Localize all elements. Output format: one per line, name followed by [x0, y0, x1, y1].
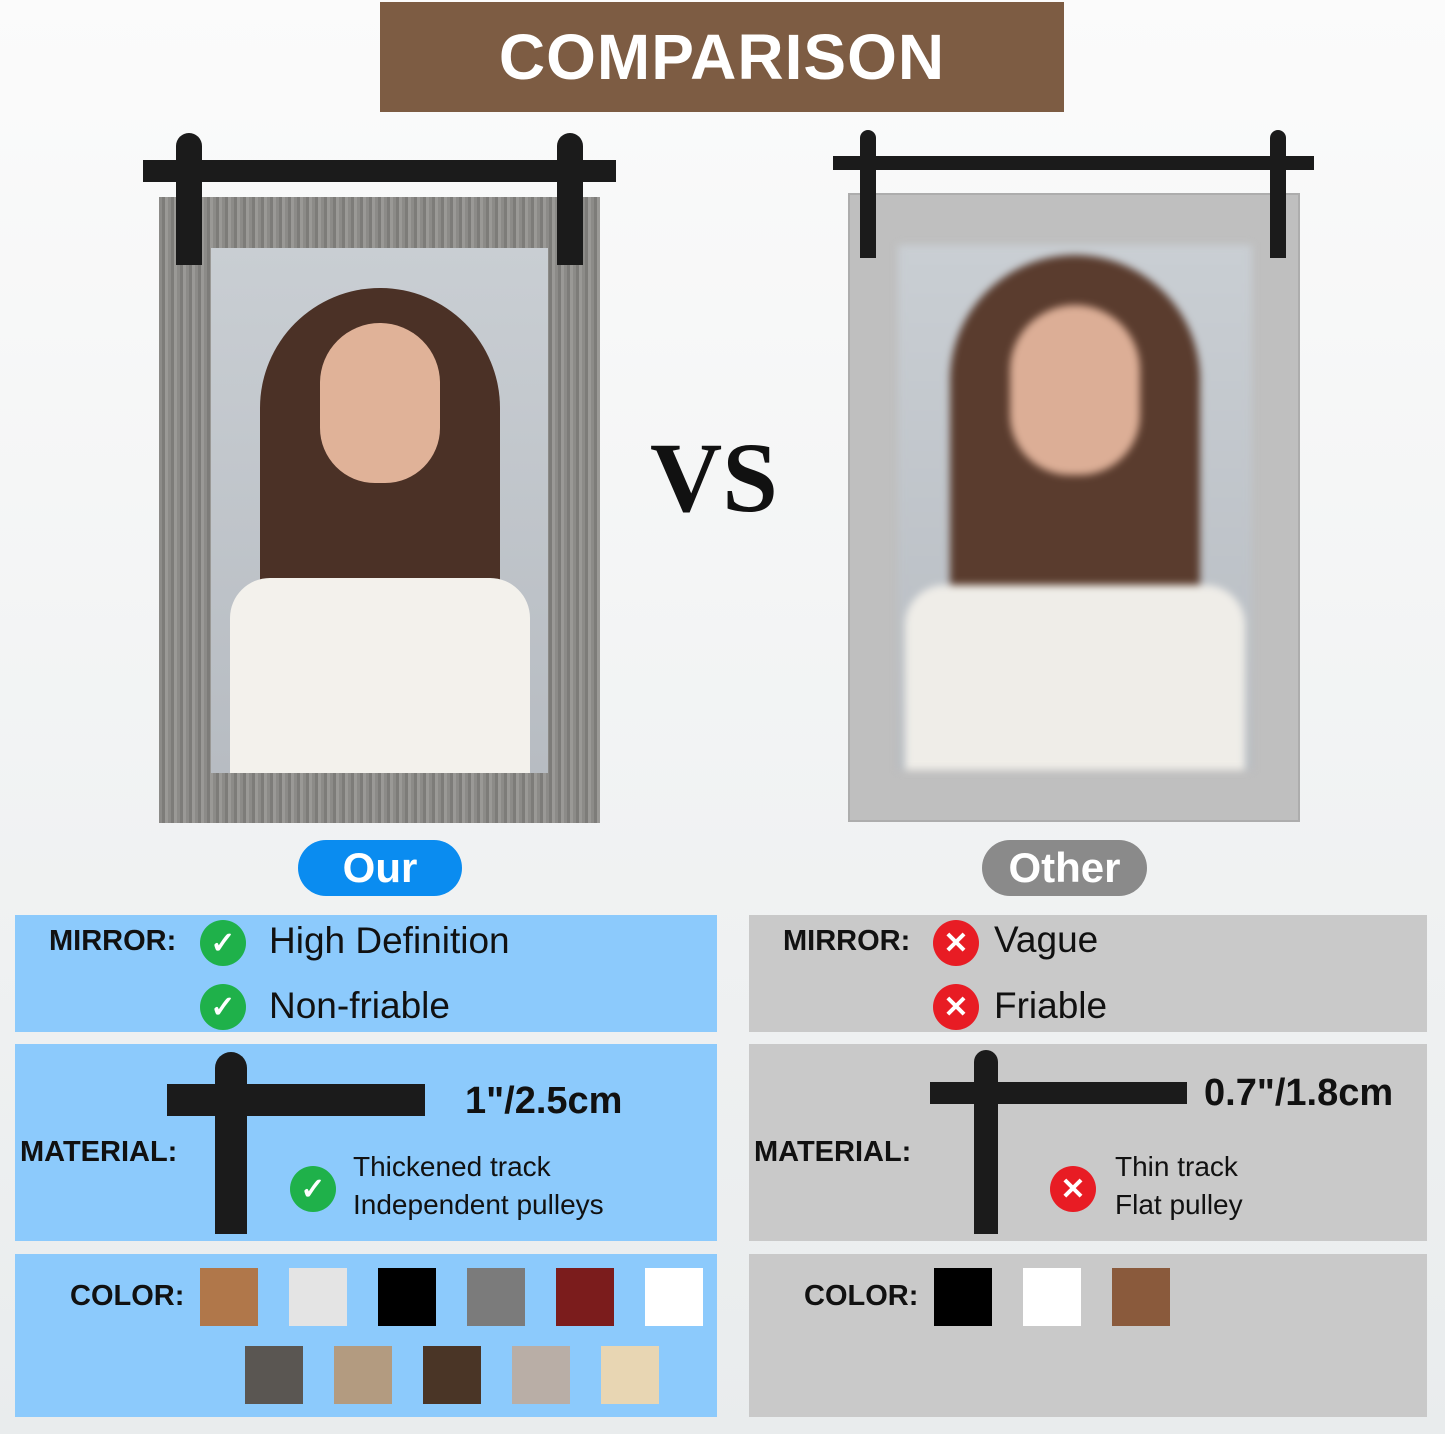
color-swatch: [378, 1268, 436, 1326]
other-color-panel: COLOR:: [749, 1254, 1427, 1417]
our-track: [143, 160, 616, 182]
our-mirror-glass: [211, 248, 548, 773]
our-mirror-panel: MIRROR: ✓ High Definition ✓ Non-friable: [15, 915, 717, 1032]
color-swatch: [934, 1268, 992, 1326]
mirror-point: Non-friable: [269, 985, 450, 1026]
portrait-face: [319, 323, 440, 483]
track-thickness: 1"/2.5cm: [465, 1080, 623, 1122]
other-mirror-product: [848, 193, 1300, 822]
x-circle-icon: ✕: [1050, 1166, 1096, 1212]
portrait-dress: [229, 578, 530, 773]
color-swatch: [1112, 1268, 1170, 1326]
color-swatch: [289, 1268, 347, 1326]
other-hanger-left: [860, 130, 876, 258]
check-circle-icon: ✓: [200, 920, 246, 966]
color-swatch: [334, 1346, 392, 1404]
x-circle-icon: ✕: [933, 920, 979, 966]
color-swatch: [556, 1268, 614, 1326]
our-hanger-right: [557, 133, 583, 265]
color-swatch: [423, 1346, 481, 1404]
check-circle-icon: ✓: [200, 984, 246, 1030]
check-circle-icon: ✓: [290, 1166, 336, 1212]
material-point: Thin track: [1115, 1151, 1238, 1182]
portrait-dress: [905, 585, 1245, 770]
our-hanger-left: [176, 133, 202, 265]
track-bar-icon: [930, 1082, 1187, 1104]
other-mirror-glass: [898, 245, 1252, 770]
color-swatch: [245, 1346, 303, 1404]
color-swatch: [512, 1346, 570, 1404]
x-circle-icon: ✕: [933, 984, 979, 1030]
material-point: Flat pulley: [1115, 1189, 1243, 1220]
mirror-label: MIRROR:: [783, 925, 911, 957]
our-pill: Our: [298, 840, 462, 896]
our-mirror-product: [159, 197, 600, 823]
other-pill: Other: [982, 840, 1147, 896]
hanger-strap-icon: [215, 1052, 247, 1234]
hanger-strap-icon: [974, 1050, 998, 1234]
our-material-panel: MATERIAL: 1"/2.5cm ✓ Thickened track Ind…: [15, 1044, 717, 1241]
material-point: Thickened track: [353, 1151, 551, 1182]
our-color-panel: COLOR:: [15, 1254, 717, 1417]
mirror-point: Friable: [994, 985, 1108, 1026]
material-point: Independent pulleys: [353, 1189, 604, 1220]
track-thickness: 0.7"/1.8cm: [1204, 1072, 1394, 1114]
mirror-point: Vague: [994, 919, 1099, 960]
title-banner: COMPARISON: [380, 2, 1064, 112]
color-label: COLOR:: [70, 1280, 185, 1312]
color-swatch: [1023, 1268, 1081, 1326]
mirror-point: High Definition: [269, 920, 510, 961]
other-mirror-panel: MIRROR: ✕ Vague ✕ Friable: [749, 915, 1427, 1032]
color-swatch: [645, 1268, 703, 1326]
color-swatch: [467, 1268, 525, 1326]
vs-label: VS: [650, 422, 778, 533]
color-swatch: [601, 1346, 659, 1404]
material-label: MATERIAL:: [20, 1136, 178, 1168]
portrait-face: [1010, 305, 1140, 475]
color-label: COLOR:: [804, 1280, 919, 1312]
color-swatch: [200, 1268, 258, 1326]
other-material-panel: MATERIAL: 0.7"/1.8cm ✕ Thin track Flat p…: [749, 1044, 1427, 1241]
other-track: [833, 156, 1314, 170]
track-bar-icon: [167, 1084, 425, 1116]
material-label: MATERIAL:: [754, 1136, 912, 1168]
other-hanger-right: [1270, 130, 1286, 258]
mirror-label: MIRROR:: [49, 925, 177, 957]
